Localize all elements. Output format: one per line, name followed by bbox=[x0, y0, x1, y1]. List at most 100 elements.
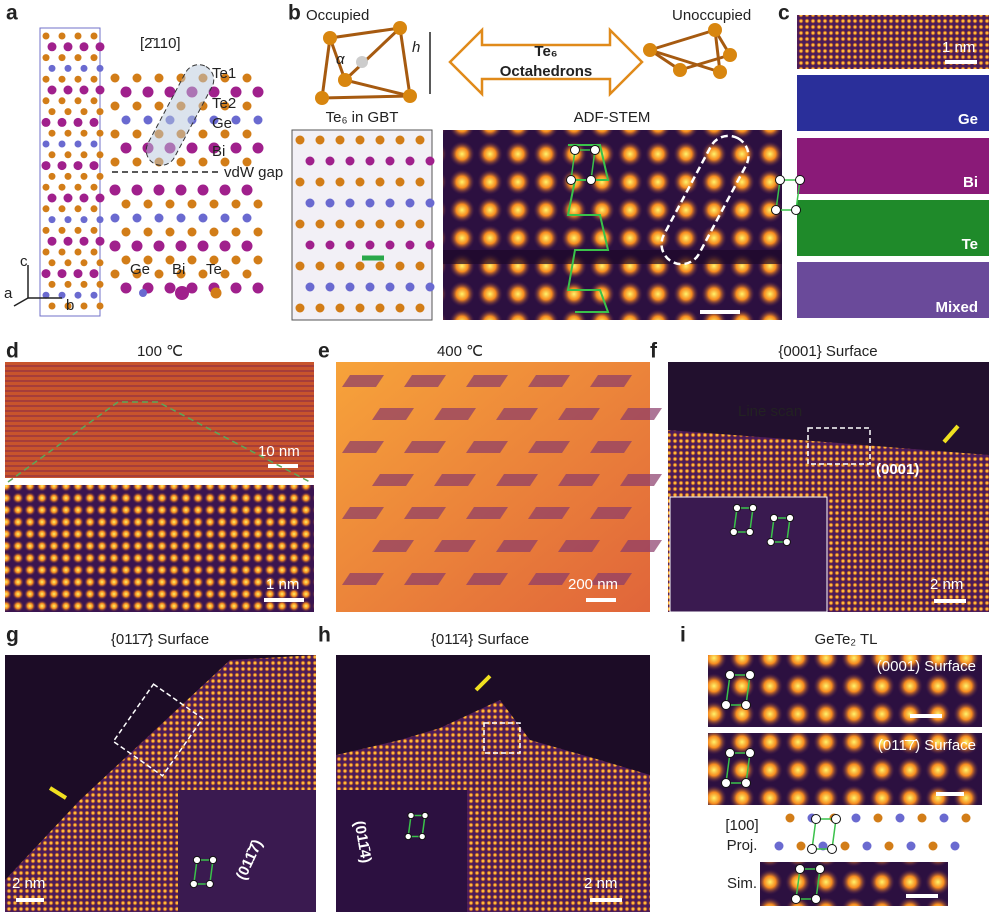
map-ge bbox=[797, 75, 989, 131]
atom bbox=[64, 64, 72, 72]
atom bbox=[186, 282, 198, 294]
atom bbox=[375, 303, 385, 313]
atom bbox=[73, 161, 83, 171]
atom bbox=[231, 115, 241, 125]
atom bbox=[230, 142, 242, 154]
cell-atom bbox=[766, 537, 775, 547]
stm-image bbox=[5, 362, 314, 478]
scale-bar bbox=[934, 599, 966, 603]
atom bbox=[110, 129, 120, 139]
atom bbox=[131, 240, 143, 252]
direction-label: [2̄110] bbox=[140, 35, 181, 52]
cell-atom bbox=[205, 879, 214, 889]
cell-atom bbox=[771, 205, 781, 215]
terrace-step bbox=[404, 441, 446, 453]
atom bbox=[48, 302, 56, 310]
image-title: {011̄7̄} Surface bbox=[111, 631, 209, 648]
atom bbox=[63, 236, 73, 246]
image-title: 400 ℃ bbox=[437, 343, 483, 360]
atom bbox=[90, 140, 98, 148]
projection-label: Proj. bbox=[727, 837, 758, 854]
atom bbox=[73, 269, 83, 279]
atom bbox=[197, 240, 209, 252]
atom bbox=[47, 193, 57, 203]
terrace-step bbox=[372, 474, 414, 486]
scale-label: 1 nm bbox=[266, 576, 299, 593]
atom bbox=[132, 213, 142, 223]
atom bbox=[415, 219, 425, 229]
panel-label: i bbox=[680, 624, 686, 647]
atom bbox=[42, 97, 50, 105]
zoom-box bbox=[807, 427, 871, 465]
atom bbox=[132, 269, 142, 279]
atom bbox=[186, 142, 198, 154]
atom bbox=[132, 129, 142, 139]
cell-atom bbox=[782, 537, 791, 547]
terrace-step bbox=[466, 507, 508, 519]
atom bbox=[405, 282, 415, 292]
cell-atom bbox=[811, 814, 821, 824]
atom bbox=[80, 129, 88, 137]
atom bbox=[209, 255, 219, 265]
atom bbox=[375, 261, 385, 271]
atom bbox=[164, 86, 176, 98]
atom bbox=[42, 291, 50, 299]
scale-bar bbox=[910, 714, 942, 718]
zoom-box bbox=[483, 722, 521, 754]
atom bbox=[132, 73, 142, 83]
atom bbox=[208, 142, 220, 154]
atom bbox=[198, 129, 208, 139]
terrace-step bbox=[558, 408, 600, 420]
cell-atom bbox=[815, 864, 825, 874]
atom bbox=[63, 193, 73, 203]
terrace-step bbox=[558, 540, 600, 552]
terrace-step bbox=[590, 573, 632, 585]
cell-atom bbox=[811, 894, 821, 904]
atom bbox=[96, 108, 104, 116]
terrace-step bbox=[590, 507, 632, 519]
panel-label: f bbox=[650, 340, 658, 363]
atom bbox=[252, 282, 264, 294]
stem-image bbox=[443, 130, 782, 320]
terrace-step bbox=[342, 573, 384, 585]
atom bbox=[220, 269, 230, 279]
atom bbox=[153, 240, 165, 252]
atom bbox=[90, 183, 98, 191]
atom bbox=[96, 151, 104, 159]
atom bbox=[90, 54, 98, 62]
atom bbox=[74, 226, 82, 234]
cell-atom bbox=[421, 811, 429, 820]
atom bbox=[74, 291, 82, 299]
map-bi bbox=[797, 138, 989, 194]
atom bbox=[355, 177, 365, 187]
cell-atom bbox=[192, 855, 202, 865]
panel-label: b bbox=[288, 2, 301, 25]
scale-bar bbox=[906, 894, 938, 898]
atom bbox=[120, 86, 132, 98]
terrace-step bbox=[528, 375, 570, 387]
atom bbox=[220, 73, 230, 83]
atom bbox=[42, 140, 50, 148]
atom-label: Bi bbox=[212, 143, 225, 160]
inset bbox=[669, 496, 828, 613]
unit-cell bbox=[39, 27, 101, 317]
atom bbox=[209, 199, 219, 209]
atom bbox=[242, 129, 252, 139]
atom bbox=[96, 129, 104, 137]
terrace-step bbox=[558, 474, 600, 486]
atom bbox=[165, 255, 175, 265]
cell-atom bbox=[189, 879, 198, 889]
atom bbox=[187, 255, 197, 265]
cell-atom bbox=[721, 700, 731, 710]
atom bbox=[335, 177, 345, 187]
atom bbox=[47, 85, 57, 95]
atom bbox=[96, 302, 104, 310]
terrace-step bbox=[496, 474, 538, 486]
atom bbox=[120, 142, 132, 154]
image-title: {011̄4} Surface bbox=[431, 631, 529, 648]
atom bbox=[79, 236, 89, 246]
atom bbox=[242, 157, 252, 167]
atom bbox=[355, 219, 365, 229]
channel-label: Ge bbox=[958, 111, 978, 128]
